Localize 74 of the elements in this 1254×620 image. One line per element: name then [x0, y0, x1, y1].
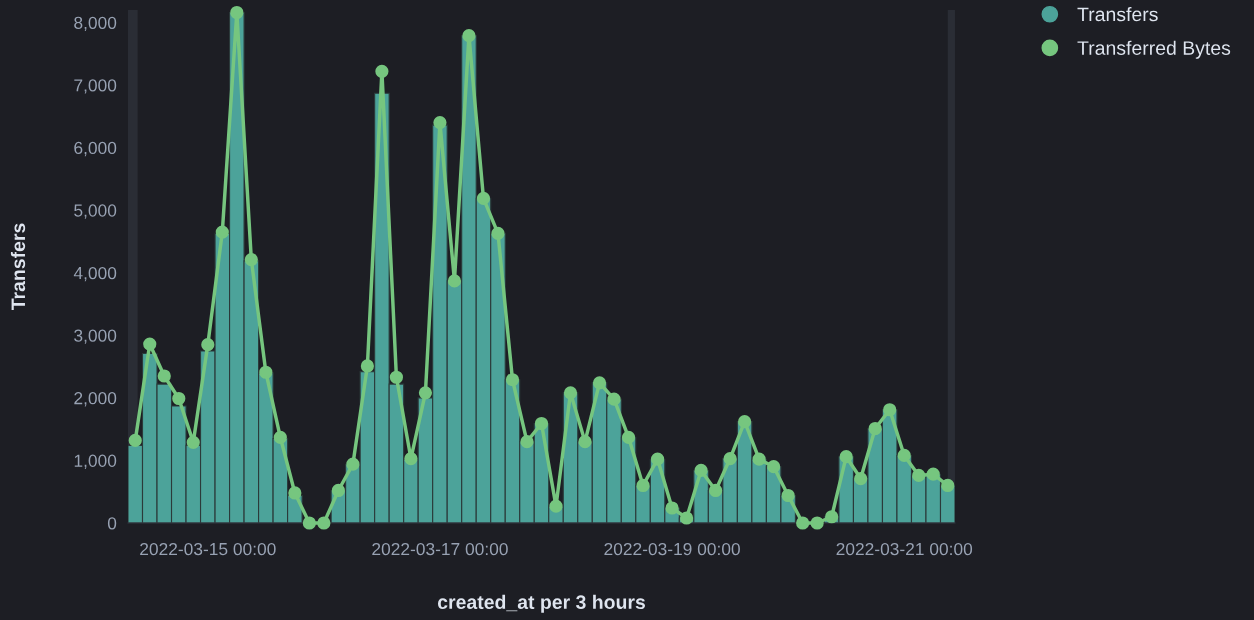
y-tick-label: 8,000	[74, 16, 117, 32]
point	[259, 365, 273, 379]
legend-label: Transfers	[1077, 7, 1158, 22]
point	[563, 386, 578, 400]
point	[926, 467, 940, 481]
point	[288, 486, 302, 500]
point	[491, 226, 505, 240]
point	[810, 516, 824, 530]
point	[157, 369, 171, 383]
point	[520, 435, 534, 449]
point	[650, 452, 665, 466]
point	[665, 501, 679, 515]
y-tick-label: 6,000	[74, 141, 117, 157]
point	[839, 450, 853, 464]
legend-label: Transferred Bytes	[1077, 40, 1231, 59]
x-tick-label: 2022-03-19 00:00	[604, 542, 740, 556]
point	[694, 463, 708, 478]
point	[854, 471, 868, 486]
point	[418, 386, 433, 400]
point	[447, 274, 462, 288]
point	[389, 370, 404, 384]
x-tick-label: 2022-03-15 00:00	[140, 542, 276, 556]
y-tick-label: 5,000	[74, 204, 117, 219]
point	[186, 435, 200, 449]
point	[636, 478, 650, 493]
x-tick-label: 2022-03-17 00:00	[372, 542, 508, 556]
point	[462, 29, 476, 43]
point	[868, 421, 882, 436]
point	[273, 430, 287, 444]
point	[738, 415, 752, 429]
y-tick-label: 3,000	[74, 329, 117, 344]
point	[549, 499, 563, 513]
point	[244, 253, 258, 267]
point	[767, 460, 781, 474]
point	[317, 516, 331, 530]
point	[941, 478, 955, 493]
y-tick-label: 2,000	[74, 392, 117, 407]
point	[201, 338, 215, 352]
y-axis-title: Transfers	[10, 223, 26, 311]
point	[505, 373, 520, 387]
y-tick-label: 0	[107, 517, 117, 530]
point	[143, 337, 157, 351]
y-tick-label: 4,000	[73, 266, 117, 282]
x-axis-title: created_at per 3 hours	[437, 594, 645, 613]
point	[346, 457, 360, 471]
y-tick-label: 7,000	[74, 79, 117, 94]
y-tick-label: 1,000	[74, 454, 117, 469]
point	[592, 376, 607, 390]
point	[912, 468, 926, 483]
point	[128, 433, 142, 448]
point	[796, 516, 810, 530]
point	[172, 391, 186, 406]
point	[302, 516, 316, 530]
point	[752, 452, 766, 466]
point	[375, 64, 389, 78]
point	[534, 416, 549, 431]
point	[331, 483, 345, 498]
point	[679, 511, 694, 525]
point	[723, 451, 737, 466]
point	[404, 451, 418, 466]
point	[825, 510, 839, 524]
point	[621, 430, 636, 444]
point	[433, 116, 447, 130]
point	[215, 225, 229, 239]
point	[476, 191, 491, 205]
point	[709, 483, 723, 498]
x-tick-label: 2022-03-21 00:00	[836, 542, 973, 556]
point	[578, 435, 592, 449]
point	[897, 448, 911, 463]
point	[781, 488, 795, 503]
point	[607, 392, 621, 406]
point	[883, 403, 897, 417]
point	[360, 359, 374, 373]
point	[230, 5, 244, 20]
